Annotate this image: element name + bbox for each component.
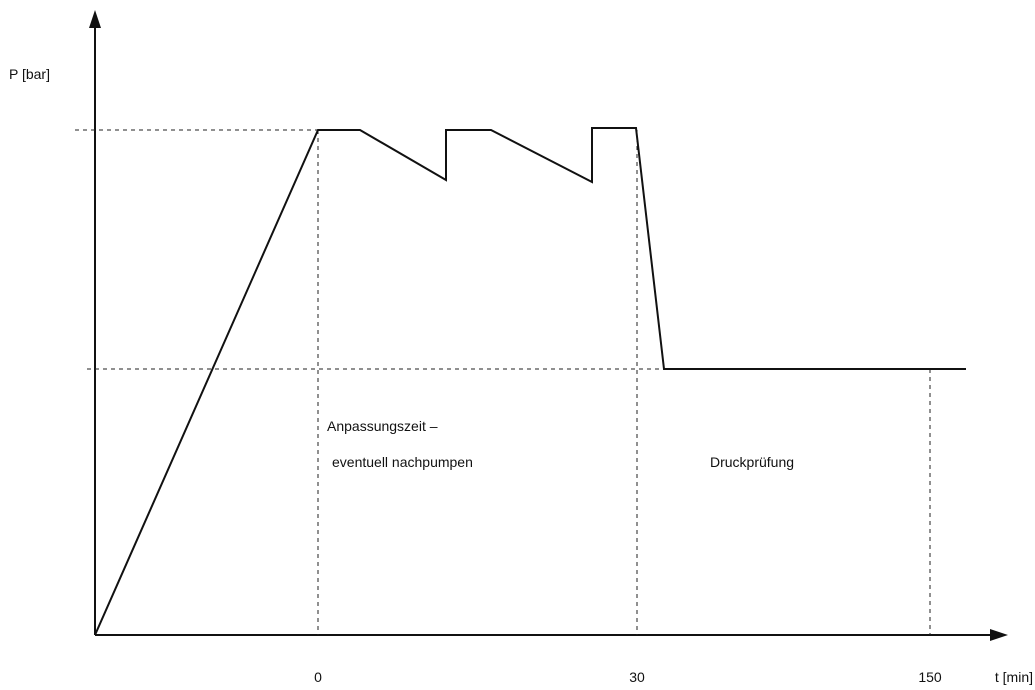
pressure-curve	[94, 127, 966, 636]
x-tick-label-150: 150	[918, 669, 942, 685]
x-axis-label: t [min]	[995, 669, 1033, 685]
x-tick-label-30: 30	[629, 669, 645, 685]
annotation-adjustment-line2: eventuell nachpumpen	[332, 454, 473, 470]
annotation-adjustment-line1: Anpassungszeit –	[327, 418, 438, 434]
x-tick-label-0: 0	[314, 669, 322, 685]
x-axis-arrow	[990, 629, 1008, 641]
y-axis-label: P [bar]	[9, 66, 50, 82]
y-axis-arrow	[89, 10, 101, 28]
annotation-pressure-test: Druckprüfung	[710, 454, 794, 470]
